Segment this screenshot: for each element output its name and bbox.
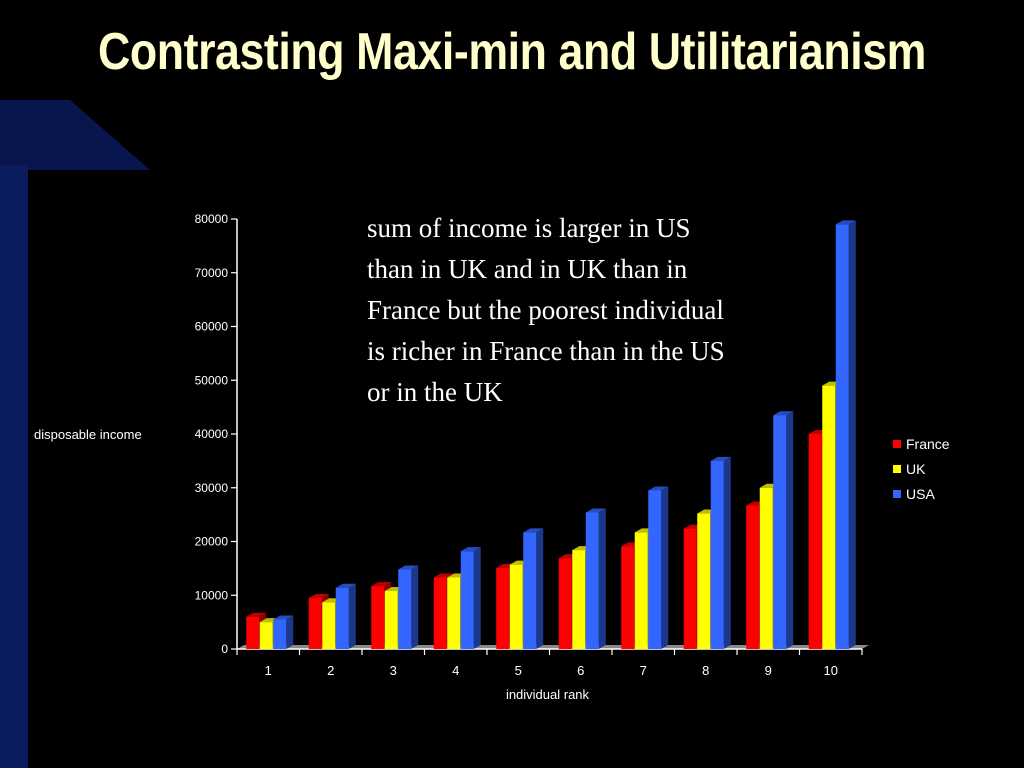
bar-top-usa bbox=[710, 456, 731, 461]
bar-uk bbox=[634, 532, 648, 649]
y-tick-label: 70000 bbox=[195, 266, 229, 280]
bar-usa bbox=[835, 224, 849, 649]
y-tick-label: 40000 bbox=[195, 427, 229, 441]
legend-item-france: France bbox=[893, 431, 950, 456]
legend-item-uk: UK bbox=[893, 456, 950, 481]
bar-france bbox=[746, 505, 760, 649]
x-tick-label: 3 bbox=[390, 663, 397, 678]
x-tick-label: 6 bbox=[577, 663, 584, 678]
bar-usa bbox=[710, 460, 724, 649]
bar-top-france bbox=[433, 573, 454, 578]
y-axis-title: disposable income bbox=[34, 427, 142, 442]
x-tick-label: 2 bbox=[327, 663, 334, 678]
bar-side-usa bbox=[848, 220, 856, 649]
slide-title: Contrasting Maxi-min and Utilitarianism bbox=[97, 23, 927, 81]
x-tick-label: 9 bbox=[765, 663, 772, 678]
legend-label-uk: UK bbox=[906, 460, 926, 477]
x-tick-label: 8 bbox=[702, 663, 709, 678]
bar-france bbox=[808, 434, 822, 649]
x-tick-label: 5 bbox=[515, 663, 522, 678]
bar-uk bbox=[259, 622, 273, 649]
bar-uk bbox=[509, 564, 523, 649]
bar-usa bbox=[585, 512, 599, 649]
bar-france bbox=[433, 577, 447, 649]
chart-legend: France UK USA bbox=[893, 431, 950, 506]
y-tick-label: 50000 bbox=[195, 373, 229, 387]
x-tick-label: 7 bbox=[640, 663, 647, 678]
bar-uk bbox=[759, 487, 773, 649]
x-axis-title: individual rank bbox=[506, 687, 590, 702]
bar-usa bbox=[648, 490, 662, 649]
x-tick-label: 4 bbox=[452, 663, 459, 678]
bar-top-usa bbox=[648, 486, 669, 491]
bar-uk bbox=[322, 602, 336, 649]
bar-top-france bbox=[246, 612, 267, 617]
bar-top-usa bbox=[398, 565, 419, 570]
bar-uk bbox=[697, 513, 711, 649]
bar-france bbox=[496, 567, 510, 649]
bar-top-usa bbox=[773, 411, 794, 416]
bar-uk bbox=[447, 577, 461, 649]
bar-top-france bbox=[371, 582, 392, 587]
bar-top-france bbox=[308, 593, 329, 598]
bar-side-usa bbox=[411, 565, 419, 649]
bar-usa bbox=[523, 532, 537, 649]
x-tick-label: 10 bbox=[824, 663, 838, 678]
bar-side-usa bbox=[786, 411, 794, 649]
bar-side-usa bbox=[286, 615, 294, 649]
y-tick-label: 10000 bbox=[195, 588, 229, 602]
bar-side-usa bbox=[348, 583, 356, 649]
bar-top-usa bbox=[585, 508, 606, 513]
annotation-text: sum of income is larger in US than in UK… bbox=[367, 213, 725, 407]
bar-france bbox=[308, 597, 322, 649]
legend-swatch-uk bbox=[893, 464, 901, 473]
y-tick-label: 0 bbox=[221, 642, 228, 656]
legend-item-usa: USA bbox=[893, 481, 950, 506]
bar-france bbox=[621, 546, 635, 649]
bar-france bbox=[683, 528, 697, 649]
y-tick-label: 30000 bbox=[195, 481, 229, 495]
y-tick-label: 80000 bbox=[195, 212, 229, 226]
bar-usa bbox=[398, 569, 412, 649]
bar-uk bbox=[822, 385, 836, 649]
bar-uk bbox=[384, 590, 398, 649]
bar-usa bbox=[460, 551, 474, 649]
bar-usa bbox=[335, 587, 349, 649]
x-tick-label: 1 bbox=[265, 663, 272, 678]
legend-label-usa: USA bbox=[906, 485, 935, 502]
legend-swatch-france bbox=[893, 439, 901, 448]
y-tick-label: 60000 bbox=[195, 320, 229, 334]
bar-usa bbox=[273, 619, 287, 649]
bar-side-usa bbox=[473, 547, 481, 649]
bar-france bbox=[371, 586, 385, 649]
legend-label-france: France bbox=[906, 435, 950, 452]
bar-top-usa bbox=[273, 615, 294, 620]
bar-top-usa bbox=[523, 528, 544, 533]
bar-france bbox=[558, 558, 572, 649]
bar-side-usa bbox=[661, 486, 669, 649]
bar-top-usa bbox=[460, 547, 481, 552]
legend-swatch-usa bbox=[893, 489, 901, 498]
bar-side-usa bbox=[723, 456, 731, 649]
bar-france bbox=[246, 616, 260, 649]
bar-usa bbox=[773, 415, 787, 649]
bar-side-usa bbox=[536, 528, 544, 649]
bar-top-usa bbox=[335, 583, 356, 588]
bar-top-usa bbox=[835, 220, 856, 225]
bar-side-usa bbox=[598, 508, 606, 649]
y-tick-label: 20000 bbox=[195, 535, 229, 549]
bar-uk bbox=[572, 550, 586, 649]
